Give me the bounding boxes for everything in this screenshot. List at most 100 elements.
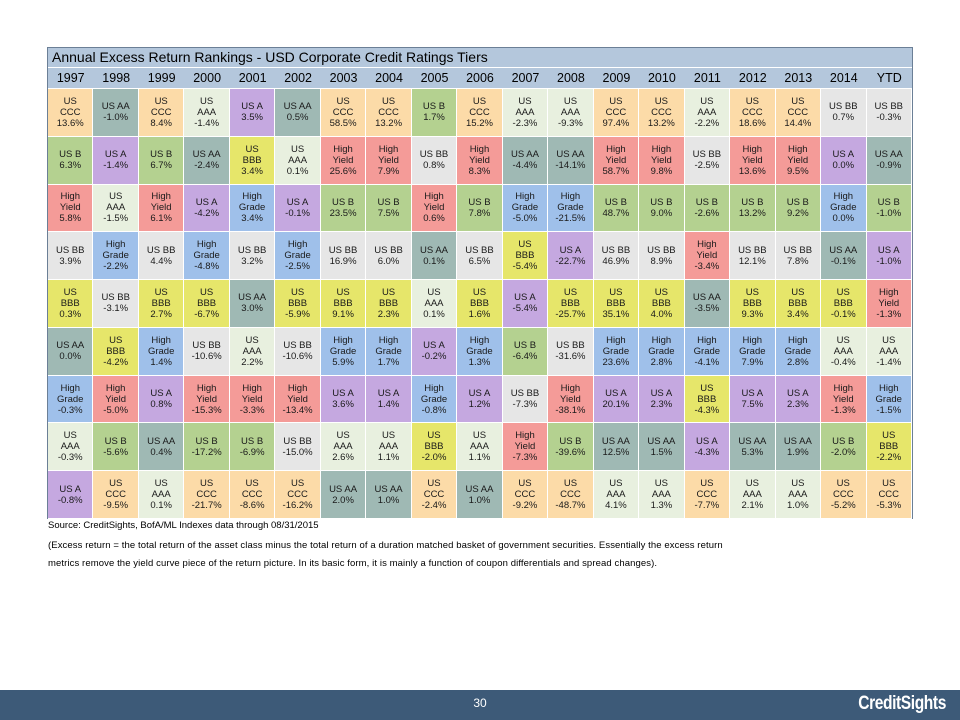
rank-cell: US CCC -8.6% — [229, 471, 276, 519]
rank-cell: US B -17.2% — [184, 423, 230, 472]
rank-cell: US BBB -5.9% — [275, 280, 321, 328]
rank-cell: US BB 0.8% — [411, 136, 458, 185]
rank-cell: US AAA 1.1% — [366, 423, 412, 472]
rank-cell: US CCC 97.4% — [593, 89, 640, 137]
footnote-line-1: (Excess return = the total return of the… — [48, 540, 723, 551]
rank-cell: US BBB -0.1% — [821, 280, 867, 328]
rank-cell: US CCC 13.2% — [366, 89, 412, 137]
rank-cell: US AAA -0.4% — [821, 327, 867, 376]
rank-cell: US B -1.0% — [866, 184, 912, 233]
rank-cell: US BBB 9.3% — [730, 280, 776, 328]
rank-cell: High Grade -21.5% — [548, 184, 594, 233]
column-header-2012: 2012 — [738, 71, 767, 85]
rank-cell: High Yield 9.8% — [639, 136, 685, 185]
rank-cell: US AA -0.9% — [866, 136, 912, 185]
rank-cell: US A -5.4% — [502, 280, 549, 328]
rank-cell: High Grade -2.2% — [93, 232, 139, 281]
rank-cell: High Grade 5.9% — [320, 327, 367, 376]
rank-cell: US A 2.3% — [775, 375, 822, 424]
rank-cell: US B 23.5% — [320, 184, 367, 233]
rank-cell: US BB -0.3% — [866, 89, 912, 137]
column-header-1998: 1998 — [102, 71, 131, 85]
rank-cell: US B 9.2% — [775, 184, 822, 233]
rank-cell: US CCC 13.6% — [48, 89, 94, 137]
rank-cell: US BB 3.2% — [229, 232, 276, 281]
rank-cell: High Yield 6.1% — [138, 184, 185, 233]
rank-cell: US BBB 0.3% — [48, 280, 94, 328]
rank-cell: US AAA 0.1% — [138, 471, 185, 519]
column-header-2002: 2002 — [284, 71, 312, 85]
rank-cell: US BBB 4.0% — [639, 280, 685, 328]
rank-cell: US BBB 3.4% — [229, 136, 276, 185]
rank-cell: US A 20.1% — [593, 375, 640, 424]
rank-cell: High Grade -0.3% — [48, 375, 94, 424]
rank-cell: High Yield -1.3% — [821, 375, 867, 424]
rank-cell: US BB -31.6% — [548, 327, 594, 376]
creditsights-logo: CreditSights — [858, 693, 946, 714]
rank-cell: High Grade -4.8% — [184, 232, 230, 281]
rank-cell: US AAA 2.1% — [730, 471, 776, 519]
rank-cell: High Grade 7.9% — [730, 327, 776, 376]
rank-cell: US BB -10.6% — [184, 327, 230, 376]
rank-cell: US BBB 2.7% — [138, 280, 185, 328]
rank-cell: High Grade -1.5% — [866, 375, 912, 424]
rank-cell: High Grade 23.6% — [593, 327, 640, 376]
rank-cell: High Grade -4.1% — [684, 327, 731, 376]
column-header-1997: 1997 — [56, 71, 85, 85]
rank-cell: US CCC -9.2% — [502, 471, 549, 519]
rank-cell: High Yield 25.6% — [320, 136, 367, 185]
rank-cell: US BBB -2.2% — [866, 423, 912, 472]
rank-cell: US AA 0.0% — [48, 327, 94, 376]
rank-cell: US A 0.8% — [138, 375, 185, 424]
rank-cell: US AA -2.4% — [184, 136, 230, 185]
rank-cell: US AAA -1.4% — [866, 327, 912, 376]
rank-cell: US AA 1.0% — [457, 471, 503, 519]
rank-cell: US A 1.2% — [457, 375, 503, 424]
rank-cell: US A -0.1% — [275, 184, 321, 233]
rank-cell: US AAA 2.2% — [229, 327, 276, 376]
rank-cell: High Grade 1.7% — [366, 327, 412, 376]
rank-cell: US BB 4.4% — [138, 232, 185, 281]
rank-cell: US CCC 8.4% — [138, 89, 185, 137]
rank-cell: US CCC -16.2% — [275, 471, 321, 519]
rank-cell: High Yield 0.6% — [411, 184, 458, 233]
rank-cell: High Yield 7.9% — [366, 136, 412, 185]
rank-cell: US BBB 2.3% — [366, 280, 412, 328]
rank-cell: US BBB -6.7% — [184, 280, 230, 328]
rank-cell: US AA -1.0% — [93, 89, 139, 137]
rank-cell: US BB 7.8% — [775, 232, 822, 281]
rank-cell: US A 3.6% — [320, 375, 367, 424]
rank-cell: US BB 16.9% — [320, 232, 367, 281]
rank-cell: US CCC -5.3% — [866, 471, 912, 519]
rank-cell: US A -4.2% — [184, 184, 230, 233]
rank-cell: US CCC -48.7% — [548, 471, 594, 519]
rank-cell: US BB 6.0% — [366, 232, 412, 281]
year-header-row: 1997 1998 1999 2000 2001 2002 2003 2004 2005 2006… — [48, 68, 912, 88]
column-header-2010: 2010 — [647, 71, 676, 85]
rank-cell: High Yield 9.5% — [775, 136, 822, 185]
rank-cell: US AAA 0.1% — [411, 280, 458, 328]
rank-cell: US BB -7.3% — [502, 375, 549, 424]
rank-cell: US B 48.7% — [593, 184, 640, 233]
rankings-table: US CCC 13.6% US AA -1.0% US CCC 8.4% US AAA… — [48, 89, 912, 519]
rank-cell: US AAA -1.5% — [93, 184, 139, 233]
rank-cell: US BB 0.7% — [821, 89, 867, 137]
column-header-2013: 2013 — [784, 71, 813, 85]
page-number: 30 — [473, 696, 487, 710]
rank-cell: High Yield 13.6% — [730, 136, 776, 185]
rank-cell: US AA 1.0% — [366, 471, 412, 519]
rank-cell: US BB 12.1% — [730, 232, 776, 281]
rank-cell: US B 1.7% — [411, 89, 458, 137]
column-header-2009: 2009 — [602, 71, 631, 85]
rank-cell: US BB -3.1% — [93, 280, 139, 328]
rank-cell: US AAA 1.3% — [639, 471, 685, 519]
rank-cell: High Yield -13.4% — [275, 375, 321, 424]
rank-cell: High Grade 2.8% — [775, 327, 822, 376]
rank-cell: US B -2.6% — [684, 184, 731, 233]
rank-cell: US BBB -2.0% — [411, 423, 458, 472]
footer-bar: 30 CreditSights — [0, 690, 960, 720]
rank-cell: US AAA -2.3% — [502, 89, 549, 137]
rank-cell: US CCC 58.5% — [320, 89, 367, 137]
rank-cell: US CCC -2.4% — [411, 471, 458, 519]
rank-cell: US AAA 1.0% — [775, 471, 822, 519]
